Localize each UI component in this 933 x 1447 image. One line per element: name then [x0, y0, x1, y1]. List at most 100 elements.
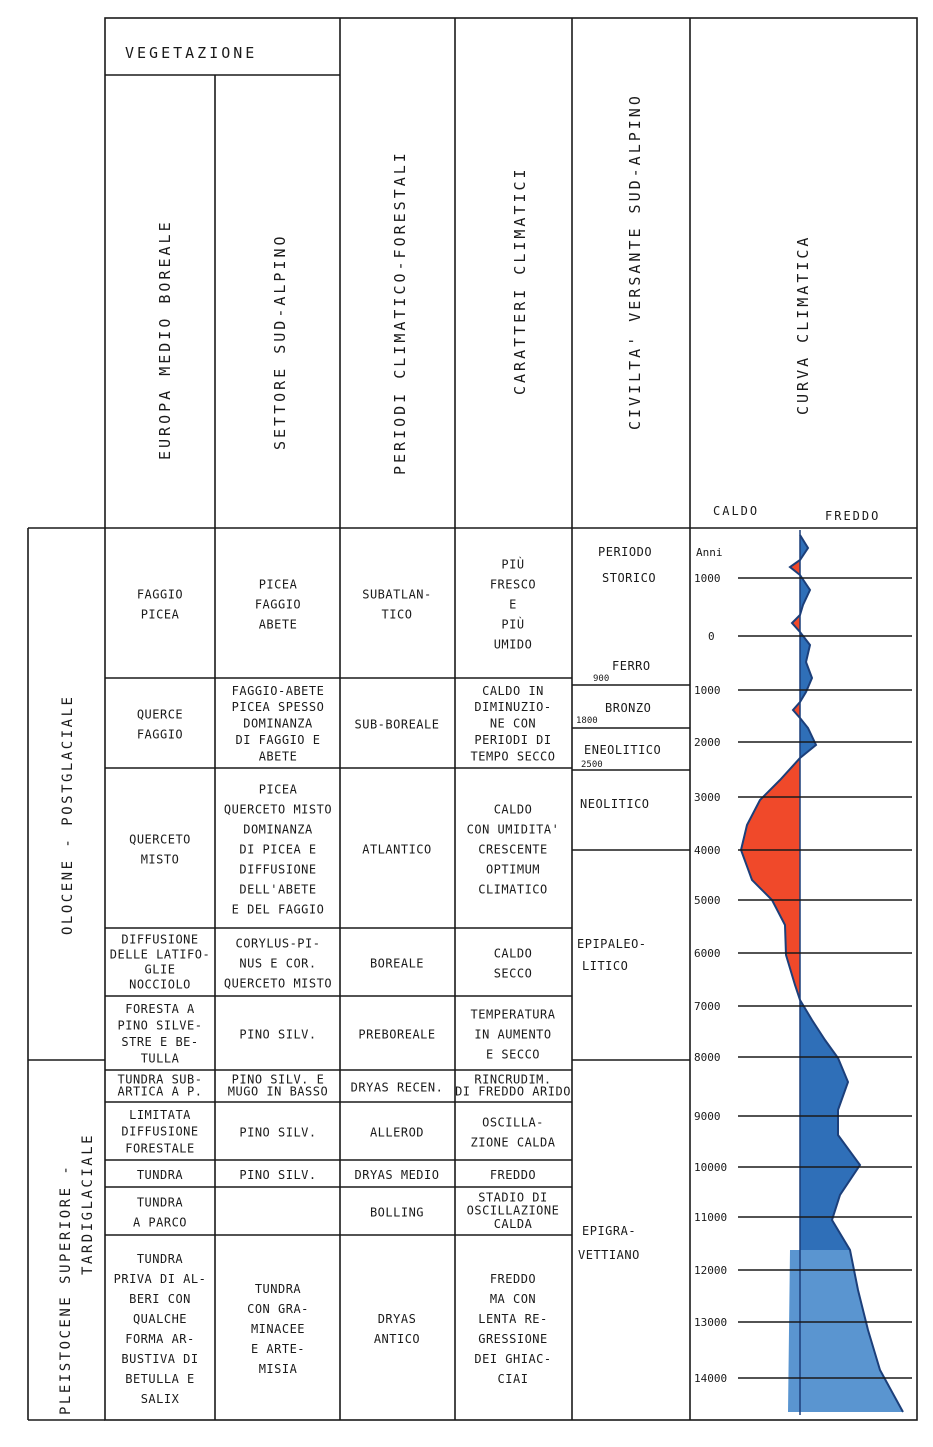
cell-europa-r9-l5: BUSTIVA DI — [121, 1352, 198, 1366]
cell-settore-r5-l1: MUGO IN BASSO — [228, 1084, 328, 1098]
header-freddo: FREDDO — [825, 509, 880, 523]
civ-y900: 900 — [593, 674, 609, 684]
era-olocene: OLOCENE - POSTGLACIALE — [60, 695, 76, 935]
curve-line — [739, 534, 904, 1413]
cell-settore-r5-l0: PINO SILV. E — [232, 1072, 325, 1086]
cell-caratteri-r4-l2: E SECCO — [486, 1048, 540, 1062]
cell-settore-r2-l6: E DEL FAGGIO — [232, 903, 325, 917]
cell-europa-r9-l6: BETULLA E — [125, 1372, 195, 1386]
year-tick-9: 8000 — [694, 1051, 721, 1064]
year-anni: Anni — [696, 546, 723, 559]
cell-caratteri-r1-l2: NE CON — [490, 717, 536, 731]
year-gridlines — [738, 577, 912, 1379]
cell-caratteri-r0-l3: PIÙ — [501, 617, 524, 632]
cell-europa-r6-l1: DIFFUSIONE — [121, 1125, 198, 1139]
cell-settore-r9-l2: MINACEE — [251, 1322, 305, 1336]
cell-caratteri-r9-l3: GRESSIONE — [478, 1332, 548, 1346]
civ-bronzo: BRONZO — [605, 701, 651, 715]
civ-epipaleo-1: EPIPALEO- — [577, 937, 647, 951]
cell-europa-r1-l0: QUERCE — [137, 708, 183, 722]
civ-eneolitico: ENEOLITICO — [584, 743, 661, 757]
cell-europa-r6-l0: LIMITATA — [129, 1108, 191, 1122]
cell-caratteri-r2-l0: CALDO — [494, 803, 533, 817]
cell-periodo-r0-l1: TICO — [382, 608, 413, 622]
cell-settore-r3-l2: QUERCETO MISTO — [224, 977, 332, 991]
cell-caratteri-r2-l1: CON UMIDITA' — [467, 823, 560, 837]
header-europa: EUROPA MEDIO BOREALE — [156, 219, 174, 460]
cell-europa-r9-l7: SALIX — [141, 1392, 180, 1406]
cell-caratteri-r3-l0: CALDO — [494, 947, 533, 961]
cell-europa-r6-l2: FORESTALE — [125, 1141, 195, 1155]
civilta-column: PERIODO STORICO FERRO 900 BRONZO 1800 EN… — [576, 545, 661, 1262]
header-caratteri: CARATTERI CLIMATICI — [511, 166, 529, 395]
cell-caratteri-r9-l0: FREDDO — [490, 1272, 536, 1286]
header-curva: CURVA CLIMATICA — [794, 235, 812, 415]
year-tick-5: 4000 — [694, 844, 721, 857]
cell-caratteri-r4-l1: IN AUMENTO — [474, 1028, 551, 1042]
cell-europa-r9-l3: QUALCHE — [133, 1312, 187, 1326]
cell-periodo-r9-l0: DRYAS — [378, 1312, 417, 1326]
cell-europa-r8-l1: A PARCO — [133, 1216, 187, 1230]
cell-europa-r3-l3: NOCCIOLO — [129, 978, 191, 992]
cell-periodo-r1-l0: SUB-BOREALE — [355, 718, 440, 732]
cell-europa-r8-l0: TUNDRA — [137, 1196, 184, 1210]
cell-settore-r1-l4: ABETE — [259, 749, 298, 763]
year-tick-1: 0 — [708, 630, 715, 643]
cell-caratteri-r6-l0: OSCILLA- — [482, 1116, 544, 1130]
cell-europa-r9-l4: FORMA AR- — [125, 1332, 195, 1346]
year-tick-2: 1000 — [694, 684, 721, 697]
cell-caratteri-r2-l3: OPTIMUM — [486, 863, 540, 877]
cell-europa-r3-l2: GLIE — [145, 963, 176, 977]
year-tick-12: 11000 — [694, 1211, 727, 1224]
cell-caratteri-r6-l1: ZIONE CALDA — [471, 1136, 556, 1150]
cell-europa-r3-l0: DIFFUSIONE — [121, 933, 198, 947]
cell-europa-r5-l0: TUNDRA SUB- — [118, 1072, 203, 1086]
cell-periodo-r4-l0: PREBOREALE — [358, 1028, 435, 1042]
year-tick-10: 9000 — [694, 1110, 721, 1123]
cell-europa-r0-l0: FAGGIO — [137, 588, 183, 602]
header-periodi: PERIODI CLIMATICO-FORESTALI — [391, 150, 409, 475]
cell-europa-r9-l0: TUNDRA — [137, 1252, 184, 1266]
cell-caratteri-r5-l1: DI FREDDO ARIDO — [455, 1084, 571, 1098]
year-tick-7: 6000 — [694, 947, 721, 960]
cell-europa-r1-l1: FAGGIO — [137, 728, 183, 742]
cell-periodo-r5-l0: DRYAS RECEN. — [351, 1081, 444, 1095]
cell-caratteri-r0-l2: E — [509, 598, 517, 612]
cell-settore-r9-l3: E ARTE- — [251, 1342, 305, 1356]
vegetation-rows: FAGGIO PICEA PICEA FAGGIO ABETE SUBATLAN- TICO… — [110, 557, 571, 1407]
cell-caratteri-r1-l3: PERIODI DI — [474, 733, 551, 747]
cell-caratteri-r0-l4: UMIDO — [494, 638, 533, 652]
cell-caratteri-r5-l0: RINCRUDIM. — [474, 1072, 551, 1086]
year-tick-8: 7000 — [694, 1000, 721, 1013]
cell-settore-r2-l1: QUERCETO MISTO — [224, 803, 332, 817]
cell-settore-r3-l1: NUS E COR. — [239, 957, 316, 971]
cell-settore-r0-l0: PICEA — [259, 578, 298, 592]
cell-europa-r4-l3: TULLA — [141, 1051, 180, 1065]
era-pleistocene-2: TARDIGLACIALE — [80, 1133, 96, 1275]
cell-caratteri-r1-l1: DIMINUZIO- — [474, 700, 551, 714]
warm-area — [741, 560, 800, 1000]
cell-caratteri-r9-l4: DEI GHIAC- — [474, 1352, 551, 1366]
cell-settore-r0-l1: FAGGIO — [255, 598, 301, 612]
cell-settore-r1-l0: FAGGIO-ABETE — [232, 684, 325, 698]
cell-europa-r2-l0: QUERCETO — [129, 833, 191, 847]
year-tick-4: 3000 — [694, 791, 721, 804]
cell-europa-r4-l1: PINO SILVE- — [118, 1018, 203, 1032]
header-civilta: CIVILTA' VERSANTE SUD-ALPINO — [626, 93, 644, 430]
era-pleistocene-1: PLEISTOCENE SUPERIORE - — [58, 1164, 74, 1415]
cell-caratteri-r3-l1: SECCO — [494, 967, 533, 981]
cell-settore-r3-l0: CORYLUS-PI- — [236, 937, 321, 951]
year-tick-11: 10000 — [694, 1161, 727, 1174]
cell-settore-r2-l2: DOMINANZA — [243, 823, 313, 837]
cell-settore-r4-l0: PINO SILV. — [239, 1028, 316, 1042]
cell-caratteri-r0-l0: PIÙ — [501, 557, 524, 572]
cell-caratteri-r1-l0: CALDO IN — [482, 684, 544, 698]
cell-caratteri-r0-l1: FRESCO — [490, 578, 536, 592]
year-tick-3: 2000 — [694, 736, 721, 749]
cell-caratteri-r9-l1: MA CON — [490, 1292, 536, 1306]
cell-europa-r4-l0: FORESTA A — [125, 1002, 195, 1016]
cell-settore-r2-l5: DELL'ABETE — [239, 883, 316, 897]
cell-settore-r1-l3: DI FAGGIO E — [236, 733, 321, 747]
cell-settore-r9-l0: TUNDRA — [255, 1282, 302, 1296]
